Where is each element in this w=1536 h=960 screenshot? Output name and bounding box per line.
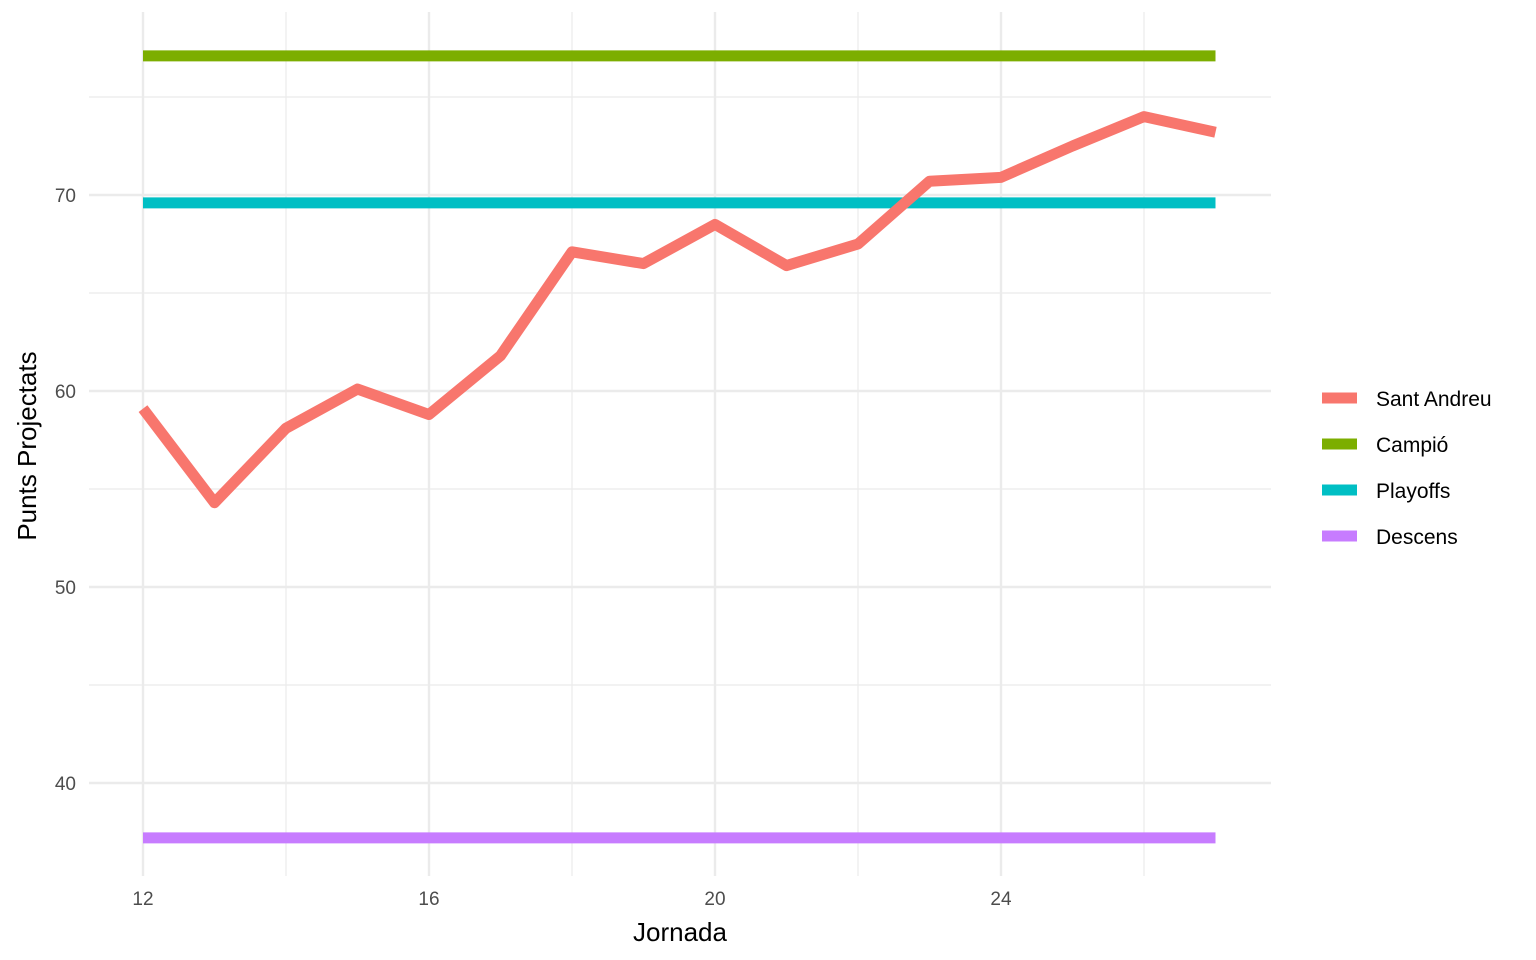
y-tick-labels: 40 50 60 70 [55,186,76,795]
legend-label-playoffs: Playoffs [1376,480,1450,503]
legend-label-campio: Campió [1376,434,1448,457]
legend-label-sant-andreu: Sant Andreu [1376,388,1492,411]
y-tick-label: 60 [55,382,76,403]
x-tick-labels: 12 16 20 24 [132,889,1012,910]
x-tick-label: 16 [418,889,439,910]
legend: Sant Andreu Campió Playoffs Descens [1322,388,1492,549]
y-tick-label: 40 [55,774,76,795]
x-tick-label: 24 [990,889,1012,910]
x-tick-label: 12 [132,889,153,910]
grid [89,12,1271,876]
legend-label-descens: Descens [1376,526,1458,549]
y-axis-title: Punts Projectats [12,351,42,540]
x-tick-label: 20 [704,889,725,910]
series-lines [138,50,1217,844]
series-line-sant-andreu [138,111,1217,509]
x-axis-title: Jornada [633,917,727,947]
y-tick-label: 50 [55,578,76,599]
y-tick-label: 70 [55,186,76,207]
